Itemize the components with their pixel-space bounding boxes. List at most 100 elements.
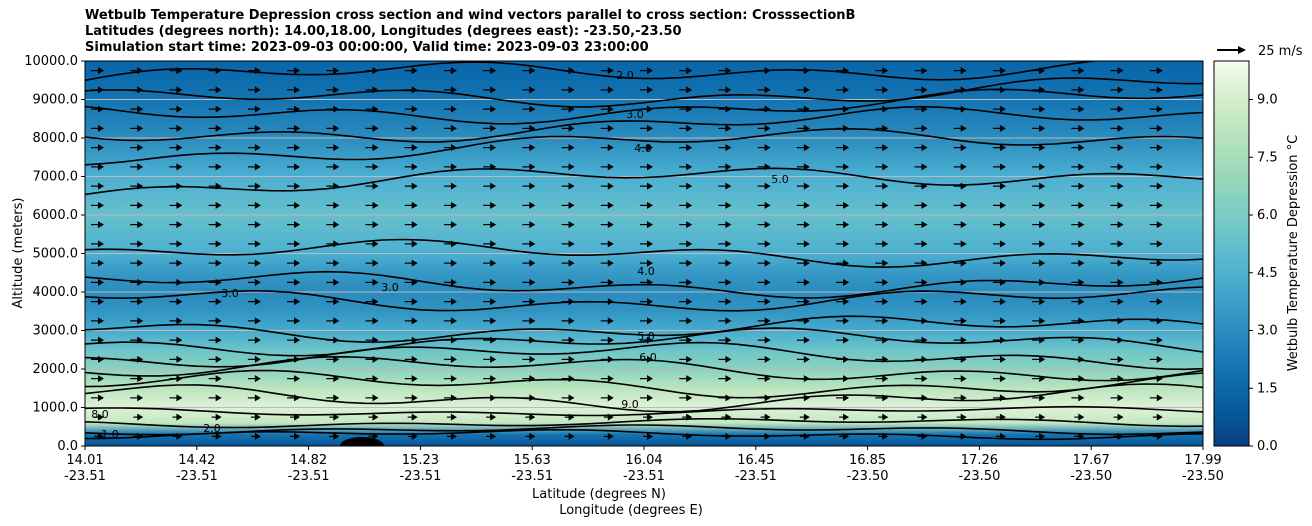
wind-arrowhead (647, 105, 653, 113)
wind-arrowhead (294, 278, 301, 286)
wind-arrowhead (568, 317, 575, 325)
wind-arrowhead (137, 317, 144, 325)
wind-arrowhead (215, 86, 222, 94)
wind-arrowhead (1078, 163, 1085, 171)
wind-arrowhead (529, 375, 536, 383)
wind-arrowhead (1078, 124, 1085, 132)
wind-arrowhead (607, 221, 614, 229)
wind-arrowhead (921, 317, 928, 325)
wind-arrowhead (294, 163, 301, 171)
wind-arrowhead (98, 124, 104, 132)
wind-arrowhead (411, 144, 418, 152)
wind-arrowhead (686, 336, 693, 344)
wind-arrowhead (803, 336, 810, 344)
wind-arrowhead (1117, 336, 1124, 344)
wind-arrowhead (450, 432, 457, 440)
wind-arrowhead (999, 259, 1006, 267)
wind-arrowhead (607, 336, 614, 344)
contour-label: 9.0 (621, 398, 639, 411)
wind-arrowhead (372, 163, 379, 171)
wind-arrowhead (1156, 336, 1163, 344)
wind-arrowhead (607, 105, 614, 113)
wind-arrowhead (176, 182, 183, 190)
wind-arrowhead (411, 432, 418, 440)
wind-arrowhead (725, 413, 732, 421)
wind-arrowhead (960, 182, 967, 190)
wind-arrowhead (215, 278, 222, 286)
wind-arrowhead (294, 413, 301, 421)
wind-arrowhead (490, 375, 497, 383)
wind-arrowhead (882, 182, 889, 190)
wind-arrowhead (490, 336, 497, 344)
y-tick-label: 0.0 (57, 439, 78, 454)
wind-arrowhead (294, 221, 301, 229)
wind-arrowhead (647, 413, 653, 421)
wind-arrowhead (254, 124, 261, 132)
wind-arrowhead (176, 278, 183, 286)
wind-arrowhead (490, 298, 497, 306)
colorbar-tick-label: 0.0 (1257, 439, 1278, 454)
wind-arrowhead (1156, 163, 1163, 171)
x-tick-label-latitude: 17.67 (1073, 453, 1110, 468)
wind-arrowhead (686, 163, 693, 171)
wind-arrowhead (254, 67, 261, 75)
wind-arrowhead (843, 413, 850, 421)
x-tick-label-latitude: 16.45 (737, 453, 774, 468)
wind-arrowhead (1039, 298, 1046, 306)
x-tick-label-longitude: -23.51 (511, 469, 553, 484)
wind-arrowhead (960, 336, 967, 344)
wind-arrowhead (137, 413, 144, 421)
wind-arrowhead (764, 201, 771, 209)
wind-arrowhead (725, 432, 732, 440)
wind-arrowhead (921, 375, 928, 383)
wind-arrowhead (529, 259, 536, 267)
contour-label: 1.0 (101, 428, 119, 441)
wind-arrowhead (725, 163, 732, 171)
wind-arrowhead (607, 182, 614, 190)
wind-arrowhead (372, 317, 379, 325)
wind-arrowhead (333, 278, 340, 286)
wind-arrowhead (1117, 355, 1124, 363)
wind-arrowhead (1156, 355, 1163, 363)
wind-arrowhead (686, 182, 693, 190)
wind-arrowhead (411, 163, 418, 171)
wind-arrowhead (686, 298, 693, 306)
wind-arrowhead (215, 355, 222, 363)
wind-arrowhead (568, 182, 575, 190)
x-tick-label-longitude: -23.51 (399, 469, 441, 484)
wind-arrowhead (137, 432, 144, 440)
x-tick-label-longitude: -23.50 (1070, 469, 1112, 484)
wind-arrowhead (1078, 298, 1085, 306)
wind-arrowhead (490, 67, 497, 75)
wind-arrowhead (1039, 278, 1046, 286)
wind-arrowhead (921, 67, 928, 75)
wind-arrowhead (333, 375, 340, 383)
wind-arrowhead (803, 355, 810, 363)
wind-arrowhead (647, 182, 653, 190)
wind-arrowhead (725, 86, 732, 94)
wind-arrowhead (294, 375, 301, 383)
wind-arrowhead (764, 355, 771, 363)
wind-arrowhead (882, 355, 889, 363)
wind-arrowhead (686, 375, 693, 383)
wind-arrowhead (333, 394, 340, 402)
x-tick-label-longitude: -23.50 (847, 469, 889, 484)
wind-arrowhead (254, 298, 261, 306)
y-tick-label: 6000.0 (33, 208, 79, 223)
wind-arrowhead (294, 201, 301, 209)
wind-arrowhead (607, 278, 614, 286)
wind-arrowhead (999, 221, 1006, 229)
wind-arrowhead (764, 67, 771, 75)
wind-arrowhead (999, 394, 1006, 402)
wind-arrowhead (999, 375, 1006, 383)
wind-arrowhead (843, 182, 850, 190)
wind-arrowhead (450, 336, 457, 344)
wind-arrowhead (1117, 259, 1124, 267)
wind-arrowhead (843, 259, 850, 267)
wind-arrowhead (411, 221, 418, 229)
wind-arrowhead (333, 317, 340, 325)
wind-arrowhead (176, 105, 183, 113)
colorbar: 0.0 1.5 3.0 4.5 6.0 7.5 9.0 Wetbulb Temperatur… (1213, 60, 1301, 454)
x-tick-label-longitude: -23.51 (623, 469, 665, 484)
